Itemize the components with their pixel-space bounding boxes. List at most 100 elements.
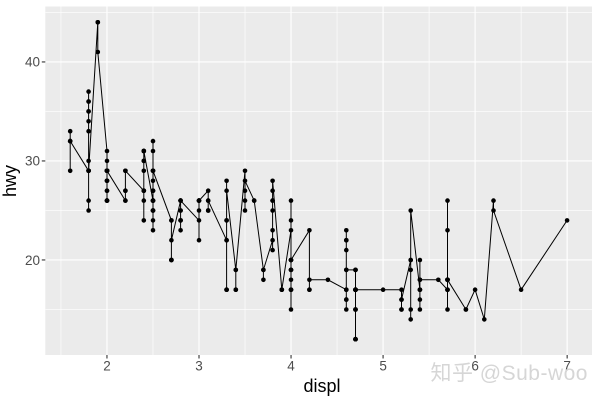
data-point bbox=[445, 277, 450, 283]
data-point bbox=[518, 287, 524, 293]
data-point bbox=[344, 287, 349, 293]
data-point bbox=[288, 218, 294, 223]
data-point bbox=[279, 287, 285, 293]
data-point bbox=[141, 168, 147, 174]
data-point bbox=[417, 297, 423, 302]
data-point bbox=[67, 138, 73, 144]
data-point bbox=[123, 168, 128, 174]
data-point bbox=[288, 307, 294, 312]
data-point bbox=[288, 257, 294, 263]
data-point bbox=[141, 218, 147, 223]
x-axis-title: displ bbox=[303, 376, 340, 396]
x-tick-label: 4 bbox=[287, 359, 295, 374]
data-point bbox=[150, 168, 156, 174]
data-point bbox=[288, 277, 294, 283]
data-point bbox=[104, 178, 110, 184]
data-point bbox=[344, 228, 349, 233]
data-point bbox=[463, 307, 469, 312]
data-point bbox=[178, 198, 183, 203]
data-point bbox=[242, 198, 248, 203]
y-tick-label: 40 bbox=[25, 55, 40, 70]
data-point bbox=[261, 277, 266, 283]
data-point bbox=[242, 188, 248, 193]
x-tick-label: 2 bbox=[103, 359, 111, 374]
y-axis-title: hwy bbox=[0, 165, 20, 197]
data-point bbox=[482, 317, 487, 322]
data-point bbox=[205, 208, 211, 213]
data-point bbox=[86, 128, 91, 134]
data-point bbox=[353, 287, 358, 293]
x-tick-label: 5 bbox=[379, 359, 387, 374]
data-point bbox=[224, 188, 229, 193]
data-point bbox=[344, 297, 349, 302]
data-point bbox=[123, 198, 128, 203]
data-point bbox=[380, 287, 386, 293]
data-point bbox=[150, 208, 156, 213]
data-point bbox=[67, 128, 73, 134]
data-point bbox=[472, 287, 478, 293]
data-point bbox=[353, 336, 358, 342]
data-point bbox=[104, 168, 110, 174]
data-point bbox=[178, 228, 183, 233]
data-point bbox=[445, 198, 450, 203]
data-point bbox=[344, 307, 349, 312]
data-point bbox=[141, 158, 147, 164]
data-point bbox=[261, 267, 266, 273]
data-point bbox=[307, 228, 312, 233]
x-tick-label: 7 bbox=[563, 359, 571, 374]
data-point bbox=[196, 208, 202, 213]
data-point bbox=[242, 178, 248, 184]
data-point bbox=[344, 237, 349, 243]
data-point bbox=[288, 198, 294, 203]
data-point bbox=[417, 277, 423, 283]
data-point bbox=[445, 228, 450, 233]
watermark-text: 知乎 @Sub-woo bbox=[430, 362, 588, 385]
y-tick-label: 20 bbox=[25, 253, 40, 268]
data-point bbox=[67, 168, 73, 174]
x-tick-label: 3 bbox=[195, 359, 203, 374]
data-point bbox=[86, 208, 91, 213]
data-point bbox=[399, 297, 404, 302]
data-point bbox=[169, 257, 174, 263]
data-point bbox=[224, 218, 229, 223]
data-point bbox=[95, 49, 101, 55]
data-point bbox=[288, 228, 294, 233]
data-point bbox=[178, 208, 183, 213]
data-point bbox=[205, 198, 211, 203]
data-point bbox=[86, 198, 91, 203]
data-point bbox=[445, 307, 450, 312]
data-point bbox=[491, 208, 496, 213]
data-point bbox=[270, 188, 275, 193]
data-point bbox=[491, 198, 496, 203]
data-point bbox=[141, 198, 147, 203]
data-point bbox=[104, 188, 110, 193]
data-point bbox=[196, 198, 202, 203]
data-point bbox=[86, 158, 91, 164]
data-point bbox=[224, 287, 229, 293]
data-point bbox=[399, 307, 404, 312]
data-point bbox=[150, 188, 156, 193]
data-point bbox=[242, 208, 248, 213]
data-point bbox=[196, 218, 202, 223]
data-point bbox=[417, 307, 423, 312]
data-point bbox=[86, 168, 91, 174]
data-point bbox=[169, 237, 174, 243]
panel-background bbox=[45, 6, 593, 355]
data-point bbox=[288, 267, 294, 273]
data-point bbox=[408, 257, 414, 263]
data-point bbox=[399, 287, 404, 293]
y-tick-label: 30 bbox=[25, 154, 40, 169]
data-point bbox=[288, 287, 294, 293]
data-point bbox=[408, 307, 414, 312]
data-point bbox=[408, 317, 414, 322]
data-point bbox=[86, 89, 91, 94]
data-point bbox=[251, 198, 257, 203]
data-point bbox=[150, 178, 156, 184]
data-point bbox=[150, 198, 156, 203]
data-point bbox=[344, 267, 349, 273]
data-point bbox=[270, 237, 275, 243]
data-point bbox=[270, 198, 275, 203]
data-point bbox=[205, 188, 211, 193]
